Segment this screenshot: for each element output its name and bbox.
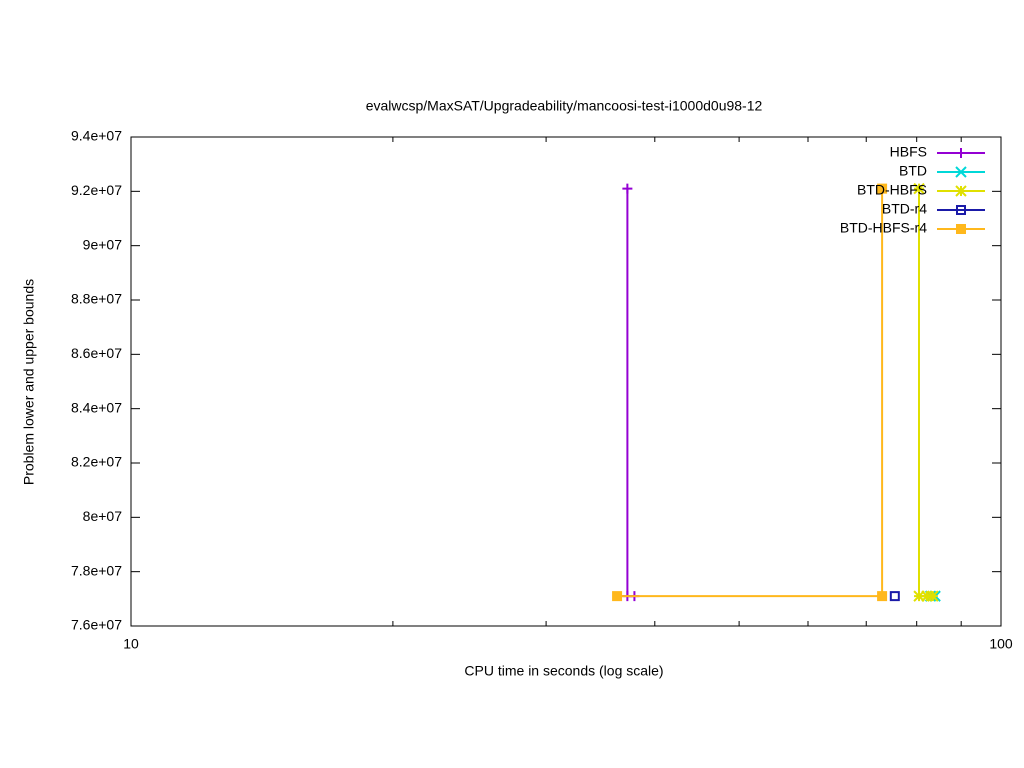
x-tick-label: 10 <box>123 636 139 652</box>
marker <box>956 205 966 215</box>
marker <box>913 590 925 602</box>
marker <box>612 591 623 602</box>
plot-border <box>130 136 1002 627</box>
y-tick-label: 8.6e+07 <box>71 345 122 361</box>
y-tick-label: 9.4e+07 <box>71 128 122 144</box>
y-tick-label: 8e+07 <box>83 508 123 524</box>
marker <box>956 224 966 234</box>
marker <box>622 183 633 194</box>
series-line <box>617 188 884 598</box>
legend-label: BTD-HBFS-r4 <box>840 220 927 236</box>
legend-label: BTD-HBFS <box>857 182 927 198</box>
y-tick-label: 8.8e+07 <box>71 291 122 307</box>
y-tick-label: 8.4e+07 <box>71 399 122 415</box>
y-tick-label: 8.2e+07 <box>71 454 122 470</box>
y-axis-label: Problem lower and upper bounds <box>21 279 37 485</box>
marker <box>956 148 966 158</box>
marker <box>927 590 939 602</box>
marker <box>877 183 888 194</box>
marker <box>921 590 933 602</box>
marker <box>889 591 900 602</box>
marker <box>955 185 967 197</box>
x-axis-label: CPU time in seconds (log scale) <box>464 663 663 679</box>
y-tick-label: 9.2e+07 <box>71 182 122 198</box>
y-tick-label: 7.6e+07 <box>71 617 122 633</box>
chart-title: evalwcsp/MaxSAT/Upgradeability/mancoosi-… <box>366 98 763 114</box>
legend-label: HBFS <box>890 144 927 160</box>
y-tick-label: 7.8e+07 <box>71 562 122 578</box>
series-line <box>626 188 635 598</box>
series-line <box>918 188 933 598</box>
y-tick-label: 9e+07 <box>83 236 123 252</box>
x-tick-label: 100 <box>989 636 1013 652</box>
legend-label: BTD <box>899 163 927 179</box>
legend-label: BTD-r4 <box>882 201 927 217</box>
marker <box>955 166 967 178</box>
marker <box>913 182 925 195</box>
marker <box>877 591 888 602</box>
